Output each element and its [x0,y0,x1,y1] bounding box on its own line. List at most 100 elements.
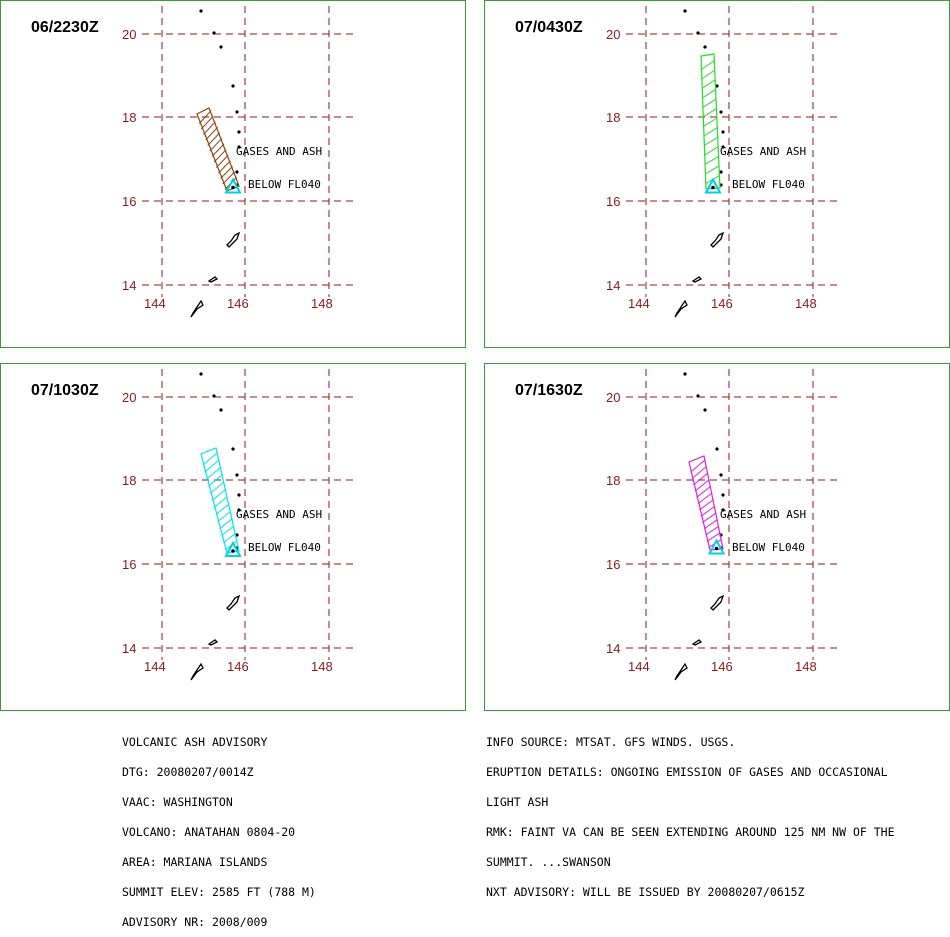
ash-hatch [215,154,229,168]
volcano-dot [231,549,235,553]
lon-label: 146 [711,296,733,311]
volcano-marker [224,177,242,194]
ash-hatch [218,160,231,174]
ash-plume-outline [688,455,724,551]
ash-hatch [699,499,714,511]
island-dot [219,45,223,49]
island-guam [674,299,688,318]
lon-label: 148 [311,659,333,674]
island-dot [235,170,239,174]
ash-annotation: GASES AND ASH BELOW FL040 [236,124,322,212]
lat-label: 18 [122,473,136,488]
map-panel-2: 20 18 16 14 144 146 148 07/0430Z GASES AND ASH… [484,0,950,348]
advisory-line: ADVISORY NR: 2008/009 [122,915,268,929]
ash-hatch [217,510,232,523]
ash-hatch [209,481,225,494]
panel-time: 07/1630Z [515,382,583,399]
advisory-line: NXT ADVISORY: WILL BE ISSUED BY 20080207… [486,885,805,899]
map-canvas: 20 18 16 14 144 146 148 [122,369,357,681]
island-dot [719,170,723,174]
map-panel-3: 20 18 16 14 144 146 148 07/1030Z GASES AND ASH… [0,363,466,711]
island-saipan [226,594,241,611]
lat-label: 14 [122,641,136,656]
annotation-line-2: BELOW FL040 [732,541,805,554]
lat-label: 14 [606,278,620,293]
advisory-line: VAAC: WASHINGTON [122,795,233,809]
lon-label: 144 [628,296,650,311]
island-dot [199,372,203,376]
panel-time: 07/1030Z [31,382,99,399]
lon-label: 148 [795,296,817,311]
advisory-line: DTG: 20080207/0014Z [122,765,254,779]
ash-hatch [691,465,708,479]
lat-label: 18 [606,473,620,488]
annotation-line-2: BELOW FL040 [248,178,321,191]
annotation-line-2: BELOW FL040 [248,541,321,554]
lat-label: 16 [122,557,136,572]
ash-hatch [704,146,719,156]
island-dot [237,130,241,134]
lon-label: 144 [144,659,166,674]
ash-hatch [204,459,220,473]
ash-hatch [222,171,236,185]
annotation-line-1: GASES AND ASH [720,508,807,521]
ash-hatch [219,518,233,530]
map-canvas: 20 18 16 14 144 146 148 [606,369,841,681]
ash-hatch [222,532,237,544]
island-dot [719,110,723,114]
volcano-dot [711,185,715,190]
island-dot [696,394,700,398]
advisory-line: LIGHT ASH [486,795,549,809]
ash-hatch [211,143,225,157]
island-dot [696,31,700,35]
island-saipan [710,231,725,248]
lat-label: 20 [122,27,136,42]
volcano-marker [707,538,726,555]
lat-label: 20 [122,390,136,405]
ash-hatch [702,512,717,523]
ash-hatch [700,505,716,517]
ash-hatch [704,155,719,165]
island-saipan [710,594,725,611]
island-guam [190,662,204,681]
ash-hatch [703,127,718,137]
ash-hatch [211,488,227,501]
island-dot [721,130,725,134]
ash-annotation: GASES AND ASH BELOW FL040 [720,487,806,575]
ash-hatch [697,492,713,505]
panel-time: 06/2230Z [31,19,99,36]
ash-hatch [215,503,230,515]
lat-label: 20 [606,390,620,405]
volcano-marker [704,177,722,194]
lat-label: 16 [606,194,620,209]
ash-hatch [705,165,720,175]
advisory-line: VOLCANO: ANATAHAN 0804-20 [122,825,296,839]
ash-hatch [705,525,720,536]
volcano-dot [231,185,235,190]
ash-hatch [703,117,718,127]
ash-hatch [701,79,716,89]
ash-hatch [209,138,223,152]
island-guam [190,299,204,318]
volcano-dot [714,546,719,551]
map-panel-1: 20 18 16 14 144 146 148 06/2230Z GASES AND ASH… [0,0,466,348]
lat-label: 20 [606,27,620,42]
island-dot [715,84,719,88]
island-rota [207,639,219,646]
annotation-line-2: BELOW FL040 [732,178,805,191]
volcano-marker [224,540,242,557]
ash-plume-outline [200,447,240,554]
advisory-line: AREA: MARIANA ISLANDS [122,855,268,869]
lat-label: 18 [122,110,136,125]
advisory-line: RMK: FAINT VA CAN BE SEEN EXTENDING AROU… [486,825,895,839]
island-dot [235,473,239,477]
island-dot [237,145,241,149]
island-dot [703,408,707,412]
ash-hatch [220,165,233,179]
lat-label: 16 [122,194,136,209]
advisory-line: SUMMIT. ...SWANSON [486,855,611,869]
lon-label: 146 [711,659,733,674]
island-dot [231,84,235,88]
ash-hatch [202,451,218,466]
island-dot [237,508,241,512]
